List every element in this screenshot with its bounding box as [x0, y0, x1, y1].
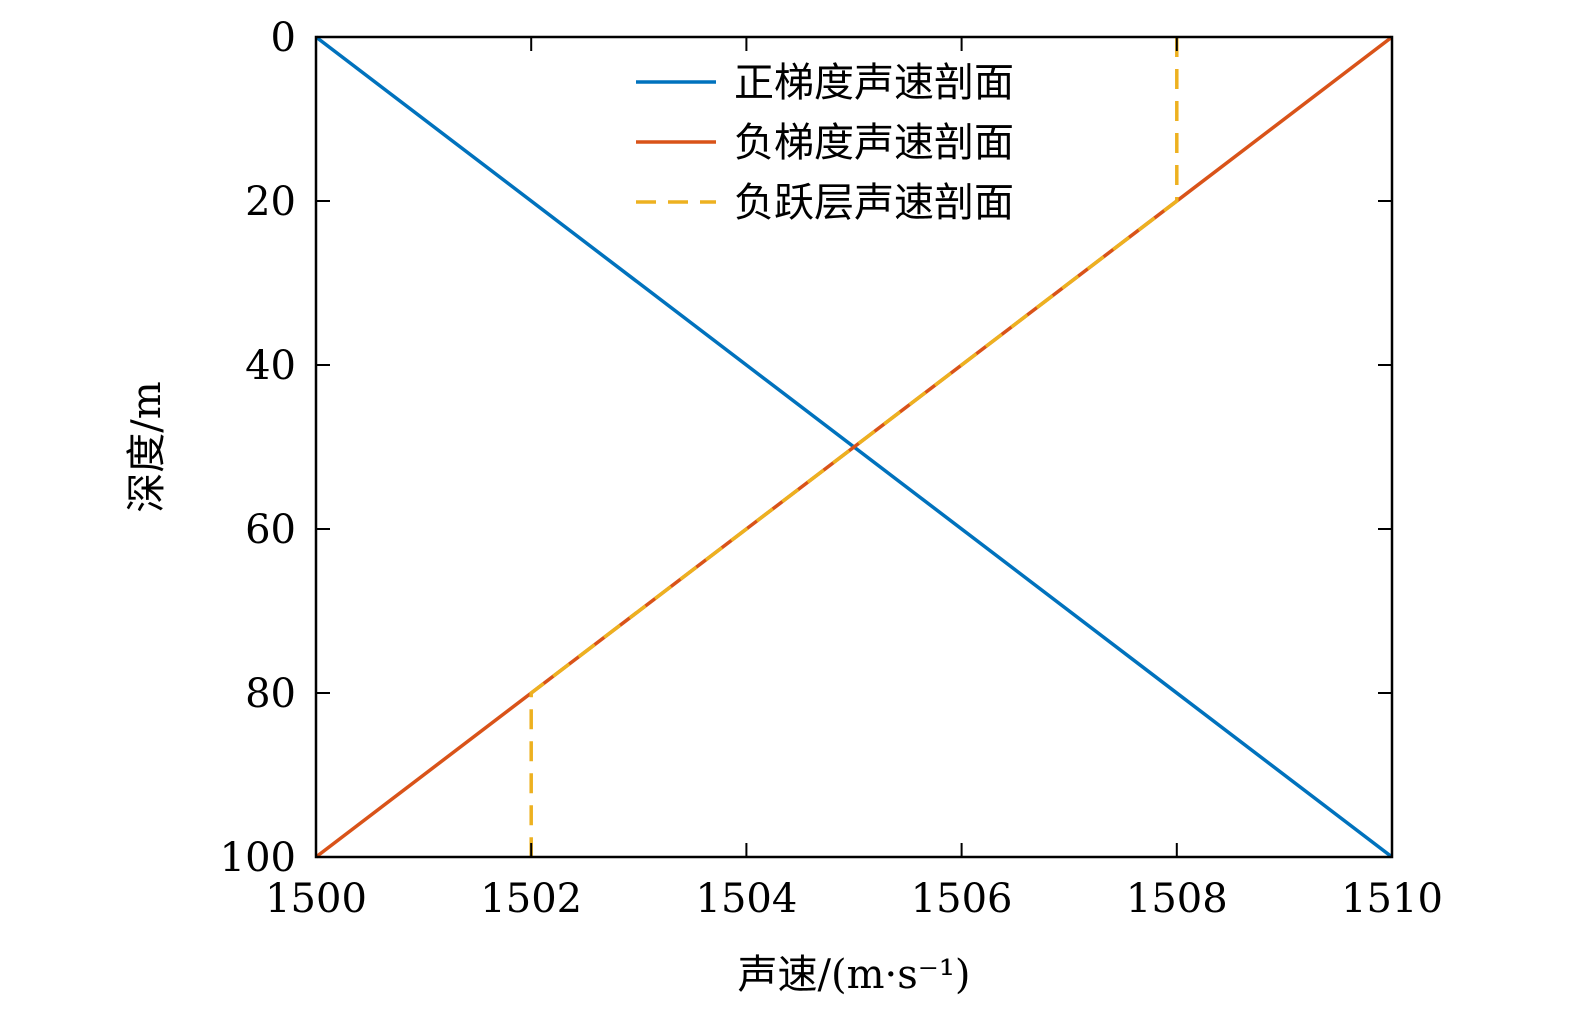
series-line-3 [529, 37, 1179, 857]
y-tick-label: 40 [245, 343, 296, 389]
x-tick-label: 1508 [1126, 876, 1228, 922]
y-tick-label: 80 [245, 671, 296, 717]
series-layer [314, 35, 1394, 859]
plot-frame [314, 35, 1394, 859]
y-tick-label: 100 [220, 835, 296, 881]
x-tick-label: 1510 [1341, 876, 1443, 922]
y-tick-label: 60 [245, 507, 296, 553]
y-tick-label: 20 [245, 179, 296, 225]
x-tick-label: 1504 [696, 876, 798, 922]
tick-layer: 1500 1502 1504 1506 1508 1510 0 20 40 60 80 100 [220, 15, 1443, 922]
x-tick-label: 1502 [480, 876, 582, 922]
y-tick-label: 0 [271, 15, 296, 61]
series-line-2 [314, 35, 1394, 859]
y-axis-title: 深度/m [124, 381, 170, 512]
legend-label-2: 负梯度声速剖面 [734, 120, 1014, 166]
legend-label-3: 负跃层声速剖面 [734, 180, 1014, 226]
legend-label-1: 正梯度声速剖面 [734, 60, 1014, 106]
x-tick-label: 1506 [911, 876, 1013, 922]
x-axis-title: 声速/(m·s⁻¹) [737, 952, 970, 998]
x-tick-label: 1500 [265, 876, 367, 922]
